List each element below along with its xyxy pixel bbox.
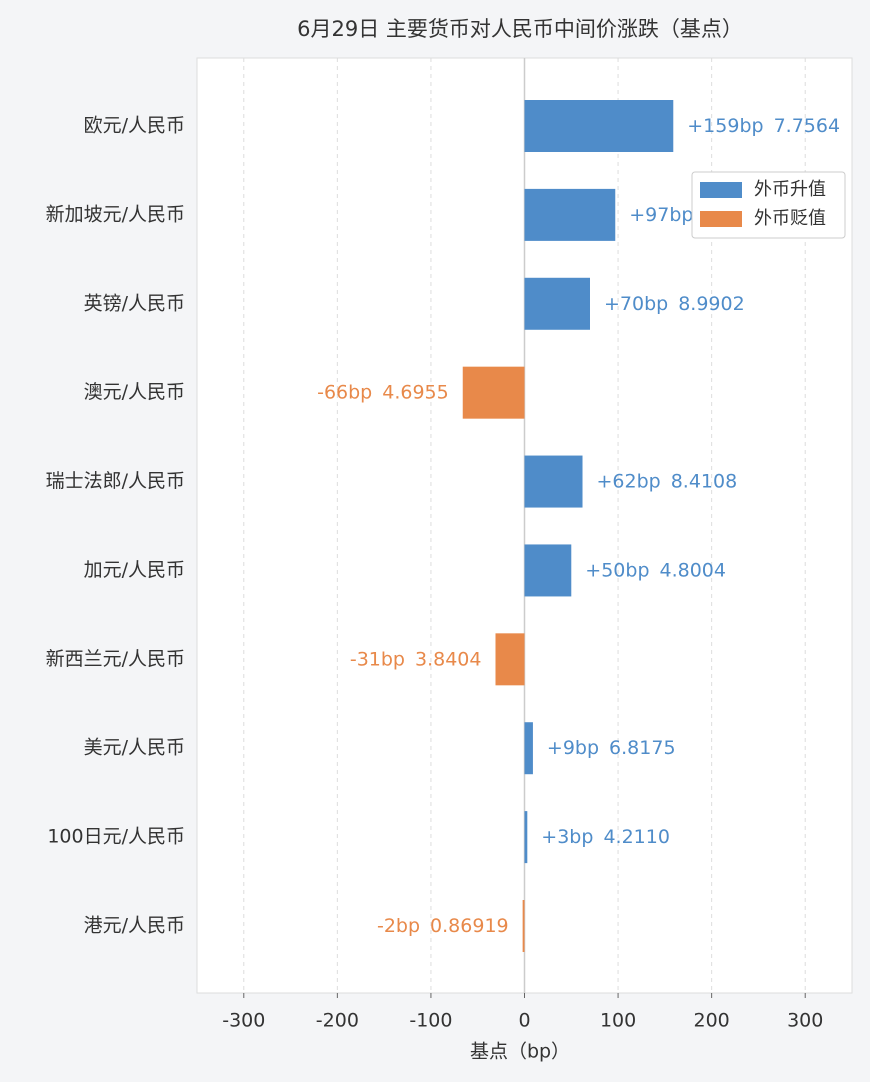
y-tick-label: 美元/人民币 <box>84 737 185 759</box>
value-label: +97bp <box>629 203 693 225</box>
bar <box>495 633 525 686</box>
rate-label: 4.6955 <box>382 381 448 403</box>
rate-label: 6.8175 <box>609 737 675 759</box>
bar <box>524 100 674 152</box>
x-tick-label: -300 <box>222 1010 265 1032</box>
x-axis-label: 基点（bp） <box>470 1041 570 1063</box>
legend-swatch <box>700 182 742 198</box>
x-tick-label: -100 <box>409 1010 452 1032</box>
value-label: +9bp <box>547 737 599 759</box>
rate-label: 7.7564 <box>774 115 840 137</box>
value-label: +70bp <box>604 292 668 314</box>
data-label: -31bp 3.8404 <box>350 648 482 670</box>
data-label: +62bp 8.4108 <box>597 470 738 492</box>
rate-label: 8.9902 <box>678 292 744 314</box>
data-label: +70bp 8.9902 <box>604 292 745 314</box>
y-tick-label: 新加坡元/人民币 <box>46 203 185 225</box>
data-label: -66bp 4.6955 <box>317 381 449 403</box>
chart-title: 6月29日 主要货币对人民币中间价涨跌（基点） <box>297 17 743 41</box>
x-tick-label: 100 <box>600 1010 636 1032</box>
bar <box>524 544 572 597</box>
x-tick-label: 300 <box>787 1010 823 1032</box>
value-label: +3bp <box>541 826 593 848</box>
value-label: +50bp <box>585 559 649 581</box>
data-label: +9bp 6.8175 <box>547 737 676 759</box>
bar <box>524 188 616 241</box>
bar <box>524 277 590 330</box>
bar <box>524 455 583 508</box>
legend-swatch <box>700 211 742 227</box>
bar <box>522 900 525 952</box>
y-tick-label: 英镑/人民币 <box>84 292 185 314</box>
rate-label: 3.8404 <box>415 648 481 670</box>
value-label: +62bp <box>597 470 661 492</box>
rate-label: 4.8004 <box>660 559 726 581</box>
rate-label: 4.2110 <box>603 826 669 848</box>
y-tick-label: 澳元/人民币 <box>84 381 185 403</box>
y-tick-label: 港元/人民币 <box>84 915 185 937</box>
x-tick-label: 0 <box>518 1010 530 1032</box>
y-tick-label: 瑞士法郎/人民币 <box>46 470 185 492</box>
value-label: +159bp <box>687 115 763 137</box>
bar <box>524 811 528 864</box>
y-tick-label: 欧元/人民币 <box>84 115 185 137</box>
bar <box>462 366 525 419</box>
data-label: +50bp 4.8004 <box>585 559 726 581</box>
y-tick-label: 新西兰元/人民币 <box>46 648 185 670</box>
y-tick-label: 加元/人民币 <box>84 559 185 581</box>
data-label: -2bp 0.86919 <box>377 915 509 937</box>
data-label: +159bp 7.7564 <box>687 115 840 137</box>
x-tick-label: -200 <box>316 1010 359 1032</box>
value-label: -31bp <box>350 648 405 670</box>
rate-label: 0.86919 <box>430 915 509 937</box>
x-tick-label: 200 <box>694 1010 730 1032</box>
y-tick-label: 100日元/人民币 <box>47 826 185 848</box>
value-label: -66bp <box>317 381 372 403</box>
data-label: +3bp 4.2110 <box>541 826 670 848</box>
value-label: -2bp <box>377 915 420 937</box>
rate-label: 8.4108 <box>671 470 737 492</box>
bar <box>524 722 533 775</box>
legend-label: 外币贬值 <box>754 208 826 229</box>
legend-label: 外币升值 <box>754 179 826 200</box>
